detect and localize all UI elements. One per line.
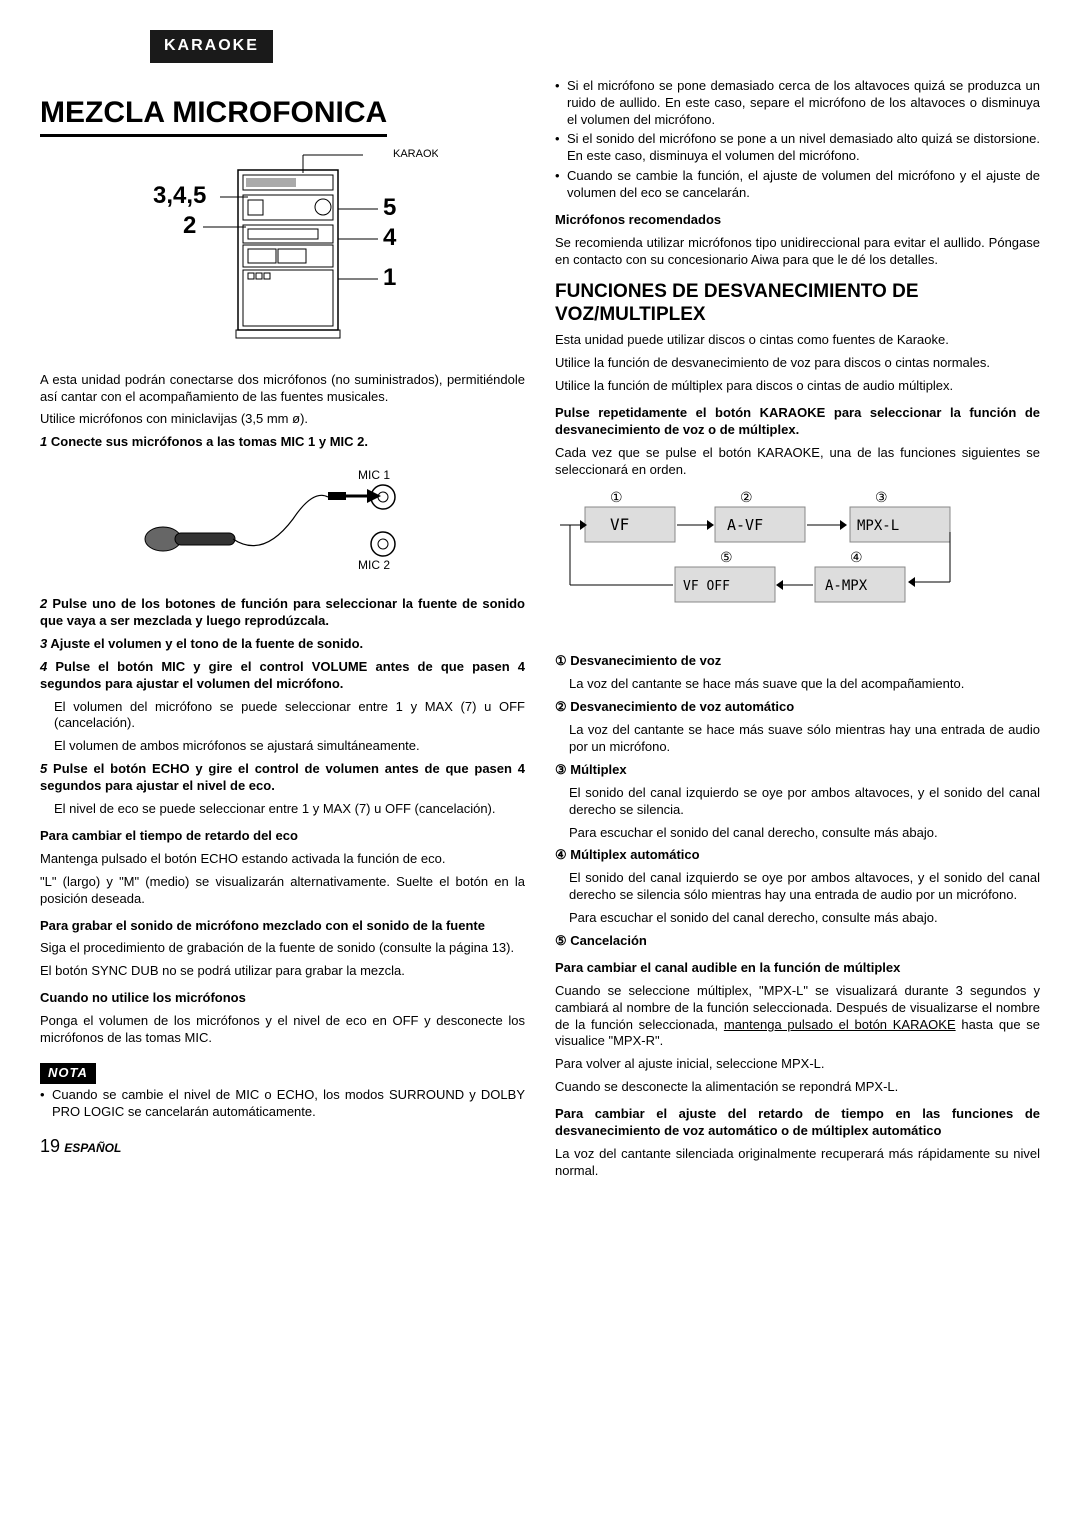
pulse-heading: Pulse repetidamente el botón KARAOKE par… <box>555 405 1040 439</box>
channel-text-3: Cuando se desconecte la alimentación se … <box>555 1079 1040 1096</box>
bullet-2: Si el sonido del micrófono se pone a un … <box>555 131 1040 165</box>
step-4-detail-b: El volumen de ambos micrófonos se ajusta… <box>40 738 525 755</box>
pulse-text: Cada vez que se pulse el botón KARAOKE, … <box>555 445 1040 479</box>
delay-heading: Para cambiar el ajuste del retardo de ti… <box>555 1106 1040 1140</box>
svg-text:3,4,5: 3,4,5 <box>153 182 206 209</box>
step-4-text: Pulse el botón MIC y gire el control VOL… <box>40 659 525 691</box>
section-banner: KARAOKE <box>150 30 273 63</box>
diagram-caption: KARAOKE <box>393 148 438 160</box>
delay-text: La voz del cantante silenciada originalm… <box>555 1146 1040 1180</box>
page-number: 19 <box>40 1136 60 1156</box>
step-4-detail-a: El volumen del micrófono se puede selecc… <box>40 699 525 733</box>
mode-4-heading: ④ Múltiplex automático <box>555 847 1040 864</box>
svg-text:A-MPX: A-MPX <box>825 578 868 594</box>
svg-text:④: ④ <box>850 549 863 565</box>
intro-text-2: Utilice micrófonos con miniclavijas (3,5… <box>40 411 525 428</box>
page-title: MEZCLA MICROFONICA <box>40 93 387 137</box>
svg-text:MPX-L: MPX-L <box>857 518 899 534</box>
step-5: 5 Pulse el botón ECHO y gire el control … <box>40 761 525 795</box>
svg-text:③: ③ <box>875 489 888 505</box>
mode-4-text-a: El sonido del canal izquierdo se oye por… <box>555 870 1040 904</box>
bullet-1: Si el micrófono se pone demasiado cerca … <box>555 78 1040 129</box>
step-1-text: Conecte sus micrófonos a las tomas MIC 1… <box>51 434 368 449</box>
svg-text:⑤: ⑤ <box>720 549 733 565</box>
mode-3-text-b: Para escuchar el sonido del canal derech… <box>555 825 1040 842</box>
svg-text:①: ① <box>610 489 623 505</box>
stereo-diagram: KARAOKE 3,4,5 <box>40 145 525 360</box>
step-5-detail: El nivel de eco se puede seleccionar ent… <box>40 801 525 818</box>
record-heading: Para grabar el sonido de micrófono mezcl… <box>40 918 525 935</box>
mic-off-text: Ponga el volumen de los micrófonos y el … <box>40 1013 525 1047</box>
step-4: 4 Pulse el botón MIC y gire el control V… <box>40 659 525 693</box>
svg-text:MIC 1: MIC 1 <box>358 468 390 482</box>
mode-2-heading: ② Desvanecimiento de voz automático <box>555 699 1040 716</box>
mode-3-text-a: El sonido del canal izquierdo se oye por… <box>555 785 1040 819</box>
sequence-diagram: ① ② ③ VF A-VF MPX-L ④ A-MPX <box>555 487 1040 642</box>
bullet-3: Cuando se cambie la función, el ajuste d… <box>555 168 1040 202</box>
eco-text-1: Mantenga pulsado el botón ECHO estando a… <box>40 851 525 868</box>
mic-diagram: MIC 1 MIC 2 <box>40 459 525 584</box>
mic-rec-text: Se recomienda utilizar micrófonos tipo u… <box>555 235 1040 269</box>
mode-1-text: La voz del cantante se hace más suave qu… <box>555 676 1040 693</box>
step-2: 2 Pulse uno de los botones de función pa… <box>40 596 525 630</box>
content-columns: MEZCLA MICROFONICA KARAOKE <box>40 75 1040 1186</box>
mode-1-heading: ① Desvanecimiento de voz <box>555 653 1040 670</box>
svg-text:MIC 2: MIC 2 <box>358 558 390 572</box>
func-text-2: Utilice la función de desvanecimiento de… <box>555 355 1040 372</box>
left-column: MEZCLA MICROFONICA KARAOKE <box>40 75 525 1186</box>
svg-text:②: ② <box>740 489 753 505</box>
func-text-1: Esta unidad puede utilizar discos o cint… <box>555 332 1040 349</box>
func-text-3: Utilice la función de múltiplex para dis… <box>555 378 1040 395</box>
step-5-text: Pulse el botón ECHO y gire el control de… <box>40 761 525 793</box>
page-footer: 19 ESPAÑOL <box>40 1135 525 1158</box>
svg-text:1: 1 <box>383 264 396 291</box>
right-column: Si el micrófono se pone demasiado cerca … <box>555 75 1040 1186</box>
svg-text:4: 4 <box>383 224 397 251</box>
channel-text-2: Para volver al ajuste inicial, seleccion… <box>555 1056 1040 1073</box>
mode-5-heading: ⑤ Cancelación <box>555 933 1040 950</box>
record-text-1: Siga el procedimiento de grabación de la… <box>40 940 525 957</box>
mic-off-heading: Cuando no utilice los micrófonos <box>40 990 525 1007</box>
mode-3-heading: ③ Múltiplex <box>555 762 1040 779</box>
section-subtitle: FUNCIONES DE DESVANECIMIENTO DE VOZ/MULT… <box>555 281 1040 327</box>
eco-heading: Para cambiar el tiempo de retardo del ec… <box>40 828 525 845</box>
eco-text-2: "L" (largo) y "M" (medio) se visualizará… <box>40 874 525 908</box>
channel-text-1: Cuando se seleccione múltiplex, "MPX-L" … <box>555 983 1040 1051</box>
mode-4-text-b: Para escuchar el sonido del canal derech… <box>555 910 1040 927</box>
svg-text:VF: VF <box>610 515 629 534</box>
svg-text:5: 5 <box>383 194 396 221</box>
note-label: NOTA <box>40 1063 96 1084</box>
record-text-2: El botón SYNC DUB no se podrá utilizar p… <box>40 963 525 980</box>
svg-text:2: 2 <box>183 212 196 239</box>
svg-text:A-VF: A-VF <box>727 516 763 534</box>
step-2-text: Pulse uno de los botones de función para… <box>40 596 525 628</box>
note-bullet-1: Cuando se cambie el nivel de MIC o ECHO,… <box>40 1087 525 1121</box>
intro-text-1: A esta unidad podrán conectarse dos micr… <box>40 372 525 406</box>
step-3: 3 Ajuste el volumen y el tono de la fuen… <box>40 636 525 653</box>
mic-rec-heading: Micrófonos recomendados <box>555 212 1040 229</box>
svg-text:VF OFF: VF OFF <box>683 579 730 594</box>
channel-heading: Para cambiar el canal audible en la func… <box>555 960 1040 977</box>
step-3-text: Ajuste el volumen y el tono de la fuente… <box>50 636 363 651</box>
page-language: ESPAÑOL <box>64 1141 121 1155</box>
step-1: 1 Conecte sus micrófonos a las tomas MIC… <box>40 434 525 451</box>
channel-text-1b: mantenga pulsado el botón KARAOKE <box>724 1017 956 1032</box>
mode-2-text: La voz del cantante se hace más suave só… <box>555 722 1040 756</box>
